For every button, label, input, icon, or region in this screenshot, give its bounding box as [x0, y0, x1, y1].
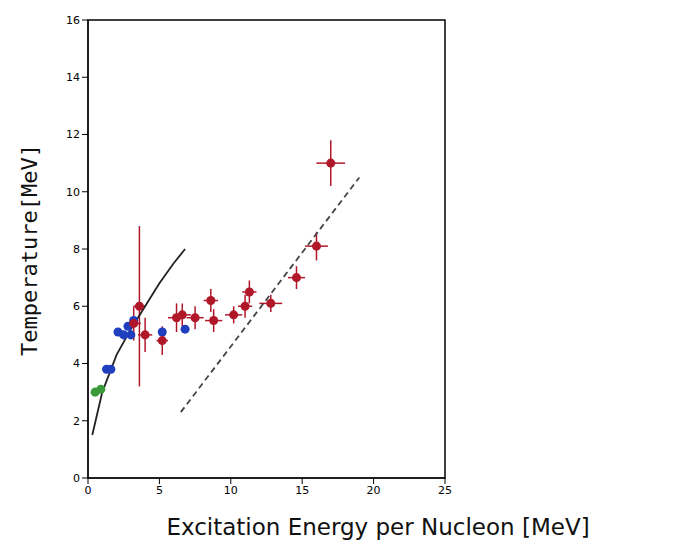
- svg-text:8: 8: [73, 243, 80, 256]
- svg-text:14: 14: [66, 71, 80, 84]
- html-text:Excitation Energy per Nucleon: Excitation Energy per Nucleon [MeV]: [166, 514, 590, 540]
- svg-text:5: 5: [156, 484, 163, 497]
- svg-text:15: 15: [295, 484, 309, 497]
- svg-text:4: 4: [73, 357, 80, 370]
- svg-text:0: 0: [85, 484, 92, 497]
- svg-text:16: 16: [66, 14, 80, 27]
- svg-text:12: 12: [66, 128, 80, 141]
- svg-text:10: 10: [66, 186, 80, 199]
- svg-text:0: 0: [73, 472, 80, 485]
- svg-text:20: 20: [367, 484, 381, 497]
- html-text:Temperature[MeV]: Temperature[MeV]: [17, 144, 42, 356]
- svg-text:10: 10: [224, 484, 238, 497]
- svg-text:25: 25: [438, 484, 452, 497]
- svg-text:6: 6: [73, 300, 80, 313]
- svg-text:2: 2: [73, 415, 80, 428]
